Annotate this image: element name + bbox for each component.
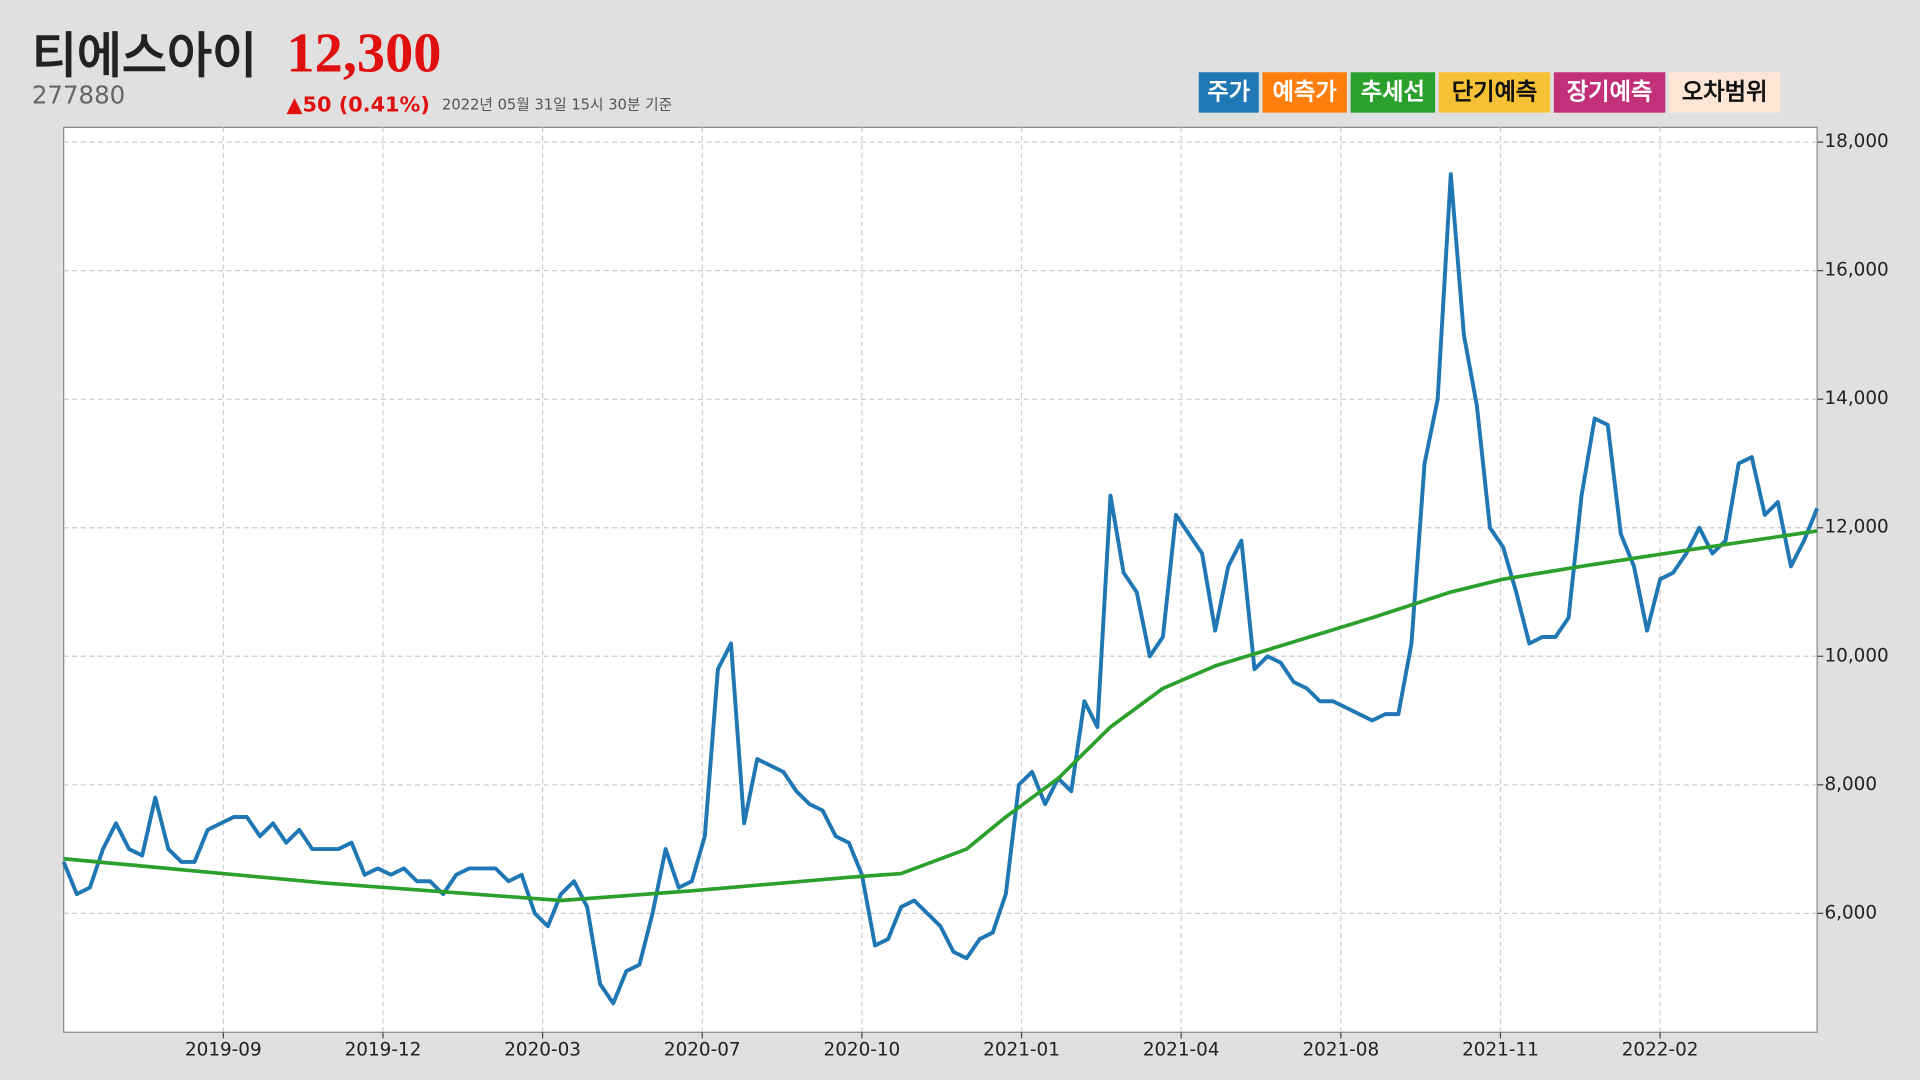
plot-area <box>63 126 1818 1033</box>
timestamp: 2022년 05월 31일 15시 30분 기준 <box>442 96 672 113</box>
legend-swatch <box>1553 72 1666 113</box>
legend-item: 예측가 <box>1262 72 1347 113</box>
y-tick-label: 18,000 <box>1824 131 1888 152</box>
legend-item: 단기예측 <box>1438 72 1551 113</box>
legend-swatch <box>1262 72 1347 113</box>
x-tick-label: 2022-02 <box>1622 1040 1699 1061</box>
y-tick-label: 16,000 <box>1824 260 1888 281</box>
legend-label: 추세선 <box>1361 79 1425 106</box>
legend-swatch <box>1350 72 1436 113</box>
x-tick-label: 2021-01 <box>983 1040 1060 1061</box>
legend-swatch <box>1438 72 1551 113</box>
legend-label: 오차범위 <box>1682 79 1768 106</box>
x-tick-label: 2021-04 <box>1143 1040 1220 1061</box>
price-change: ▲50 (0.41%) <box>287 92 430 116</box>
stock-price: 12,300 <box>287 23 442 85</box>
legend-item: 오차범위 <box>1668 72 1781 113</box>
legend-swatch <box>1668 72 1781 113</box>
stock-name: 티에스아이 <box>32 27 257 84</box>
legend-label: 예측가 <box>1273 79 1338 106</box>
legend-label: 주가 <box>1207 79 1250 106</box>
stock-code: 277880 <box>32 81 125 110</box>
line-series <box>63 529 1818 903</box>
legend-label: 장기예측 <box>1567 79 1653 106</box>
y-tick-label: 6,000 <box>1824 902 1877 923</box>
y-tick-label: 14,000 <box>1824 388 1888 409</box>
y-tick-label: 12,000 <box>1824 517 1888 538</box>
legend-item: 추세선 <box>1350 72 1436 113</box>
x-tick-label: 2021-08 <box>1302 1040 1379 1061</box>
x-tick-label: 2020-03 <box>504 1040 581 1061</box>
x-tick-label: 2021-11 <box>1462 1040 1539 1061</box>
legend-item: 장기예측 <box>1553 72 1666 113</box>
x-tick-label: 2020-07 <box>664 1040 741 1061</box>
y-tick-label: 10,000 <box>1824 645 1888 666</box>
x-tick-label: 2019-12 <box>345 1040 422 1061</box>
x-tick-label: 2020-10 <box>824 1040 901 1061</box>
y-tick-label: 8,000 <box>1824 774 1877 795</box>
legend-item: 주가 <box>1198 72 1259 113</box>
x-tick-label: 2019-09 <box>185 1040 262 1061</box>
line-series <box>61 172 1819 1006</box>
legend-label: 단기예측 <box>1452 79 1538 106</box>
legend-swatch <box>1198 72 1259 113</box>
